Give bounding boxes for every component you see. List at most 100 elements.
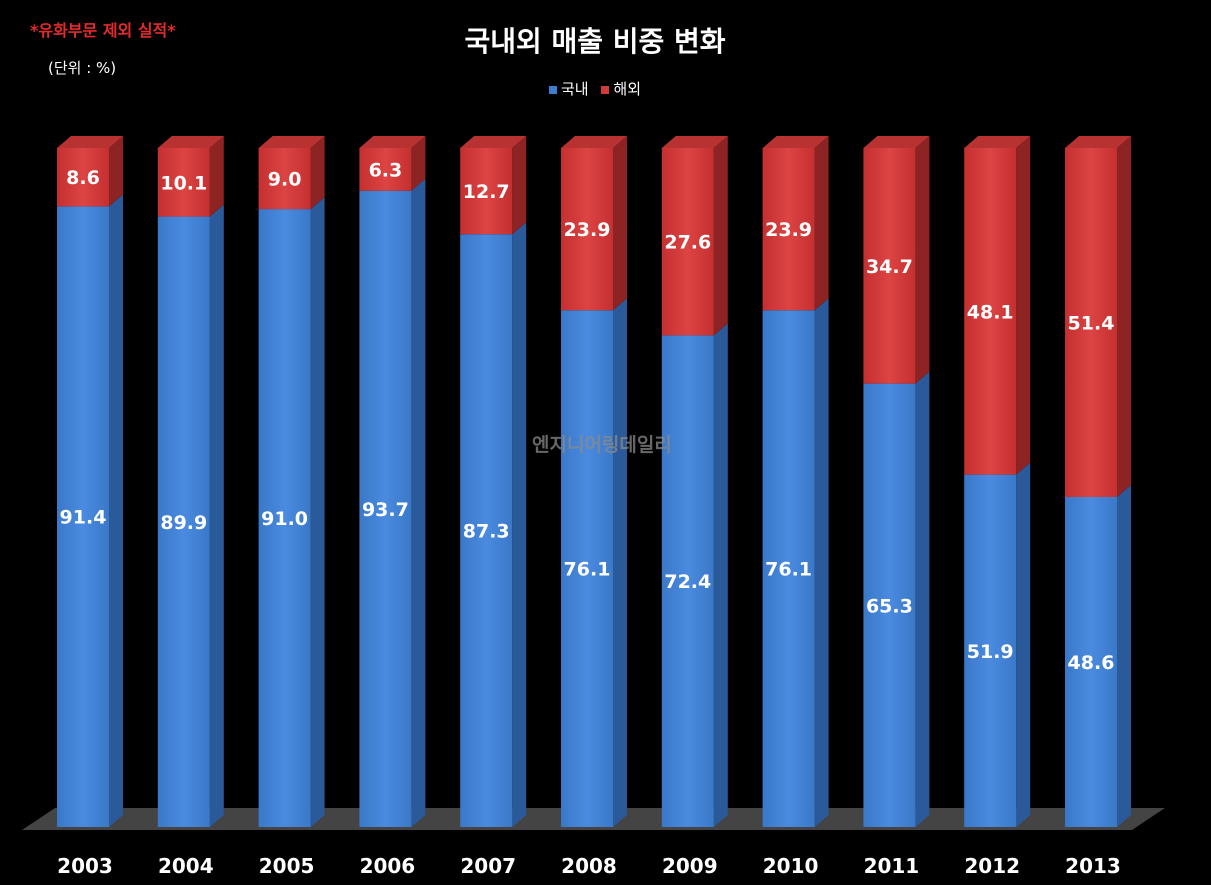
bar-overseas-2012-top bbox=[964, 136, 1031, 148]
bar-overseas-2004-top bbox=[157, 136, 224, 148]
bar-domestic-2013 bbox=[1065, 497, 1117, 827]
bar-overseas-2008 bbox=[561, 148, 613, 311]
label-domestic-2010: 76.1 bbox=[765, 559, 812, 581]
x-tick-2009: 2009 bbox=[662, 854, 718, 878]
bar-domestic-2009-side bbox=[713, 323, 728, 827]
label-domestic-2011: 65.3 bbox=[866, 595, 913, 617]
bar-overseas-2013 bbox=[1065, 148, 1117, 498]
bar-domestic-2003 bbox=[57, 206, 109, 828]
bar-domestic-2008 bbox=[561, 310, 613, 827]
label-overseas-2007: 12.7 bbox=[463, 181, 510, 203]
legend-label-domestic: 국내 bbox=[561, 80, 589, 98]
bar-overseas-2007 bbox=[460, 148, 513, 235]
chart-legend: 국내 해외 bbox=[0, 78, 1190, 99]
unit-label: (단위 : %) bbox=[48, 59, 117, 77]
x-tick-2012: 2012 bbox=[964, 854, 1020, 878]
legend-item-overseas: 해외 bbox=[601, 78, 641, 99]
label-domestic-2004: 89.9 bbox=[160, 512, 207, 534]
label-overseas-2004: 10.1 bbox=[160, 172, 207, 194]
bar-domestic-2007-side bbox=[512, 222, 527, 827]
bar-overseas-2005 bbox=[258, 148, 311, 210]
x-tick-2013: 2013 bbox=[1065, 854, 1121, 878]
legend-swatch-domestic bbox=[549, 85, 557, 94]
label-overseas-2011: 34.7 bbox=[866, 256, 913, 278]
bar-overseas-2008-side bbox=[613, 136, 627, 311]
bar-overseas-2005-top bbox=[258, 136, 325, 148]
bar-overseas-2013-side bbox=[1117, 136, 1131, 498]
label-layer: 8.6 91.4 2003 10.1 89.9 2004 9.0 91.0 2005 6.3 93.… bbox=[57, 159, 1121, 878]
legend-item-domestic: 국내 bbox=[549, 78, 589, 99]
label-domestic-2013: 48.6 bbox=[1068, 652, 1115, 674]
legend-swatch-overseas bbox=[601, 85, 610, 94]
label-overseas-2005: 9.0 bbox=[268, 169, 302, 191]
label-overseas-2013: 51.4 bbox=[1068, 313, 1115, 335]
label-domestic-2012: 51.9 bbox=[967, 641, 1014, 663]
bar-overseas-2004-side bbox=[209, 136, 224, 217]
chart-title: 국내외 매출 비중 변화 bbox=[464, 25, 726, 58]
bar-domestic-2005-side bbox=[310, 197, 325, 828]
bar-overseas-2010 bbox=[762, 148, 815, 311]
bar-overseas-2013-top bbox=[1065, 136, 1131, 148]
x-tick-2004: 2004 bbox=[158, 854, 214, 878]
bar-domestic-2004-side bbox=[209, 204, 224, 828]
bar-domestic-2004 bbox=[157, 216, 210, 828]
bar-domestic-2010 bbox=[762, 310, 815, 827]
label-overseas-2012: 48.1 bbox=[967, 301, 1014, 323]
watermark-text: 엔지니어링데일리 bbox=[532, 434, 672, 456]
bar-overseas-2009-side bbox=[713, 136, 728, 336]
bar-domestic-2005 bbox=[258, 209, 311, 828]
x-tick-2003: 2003 bbox=[57, 854, 113, 878]
label-overseas-2010: 23.9 bbox=[765, 219, 812, 241]
label-domestic-2009: 72.4 bbox=[664, 571, 711, 593]
label-domestic-2005: 91.0 bbox=[261, 508, 308, 530]
bar-overseas-2011-top bbox=[863, 136, 930, 148]
bar-overseas-2007-top bbox=[460, 136, 527, 148]
bar-domestic-2012 bbox=[964, 474, 1017, 827]
label-overseas-2008: 23.9 bbox=[564, 219, 611, 241]
x-tick-2006: 2006 bbox=[360, 854, 416, 878]
bar-overseas-2006-top bbox=[359, 136, 426, 148]
bar-domestic-2008-side bbox=[613, 298, 627, 827]
bar-overseas-2010-top bbox=[762, 136, 829, 148]
x-tick-2010: 2010 bbox=[763, 854, 819, 878]
bar-overseas-2005-side bbox=[310, 136, 325, 210]
bar-overseas-2009-top bbox=[661, 136, 728, 148]
bar-overseas-2007-side bbox=[512, 136, 527, 235]
bar-layer bbox=[57, 136, 1131, 828]
legend-label-overseas: 해외 bbox=[613, 80, 641, 98]
bar-domestic-2011-side bbox=[915, 371, 930, 827]
label-overseas-2009: 27.6 bbox=[664, 232, 711, 254]
label-domestic-2007: 87.3 bbox=[463, 521, 510, 543]
bar-overseas-2011 bbox=[863, 148, 916, 384]
bar-overseas-2010-side bbox=[814, 136, 829, 311]
bar-domestic-2006 bbox=[359, 190, 412, 828]
bar-overseas-2004 bbox=[157, 148, 210, 217]
bar-overseas-2006 bbox=[359, 148, 412, 191]
label-domestic-2006: 93.7 bbox=[362, 499, 409, 521]
bar-overseas-2009 bbox=[661, 148, 714, 336]
bar-domestic-2011 bbox=[863, 383, 916, 827]
bar-overseas-2006-side bbox=[411, 136, 426, 191]
label-domestic-2008: 76.1 bbox=[564, 559, 611, 581]
label-overseas-2006: 6.3 bbox=[369, 159, 403, 181]
bar-domestic-2012-side bbox=[1016, 462, 1031, 827]
bar-domestic-2010-side bbox=[814, 298, 829, 827]
bar-domestic-2006-side bbox=[411, 178, 426, 828]
label-domestic-2003: 91.4 bbox=[60, 507, 107, 529]
x-tick-2005: 2005 bbox=[259, 854, 315, 878]
footnote-label: *유화부문 제외 실적* bbox=[30, 21, 176, 40]
bar-overseas-2012 bbox=[964, 148, 1017, 475]
bar-domestic-2003-side bbox=[109, 194, 123, 828]
bar-overseas-2003-side bbox=[109, 136, 123, 207]
bar-overseas-2008-top bbox=[561, 136, 627, 148]
bar-overseas-2012-side bbox=[1016, 136, 1031, 475]
bar-overseas-2003 bbox=[57, 148, 109, 207]
bar-domestic-2007 bbox=[460, 234, 513, 827]
bar-domestic-2009 bbox=[661, 335, 714, 827]
bar-overseas-2003-top bbox=[57, 136, 123, 148]
x-tick-2008: 2008 bbox=[561, 854, 617, 878]
label-overseas-2003: 8.6 bbox=[66, 167, 100, 189]
x-tick-2011: 2011 bbox=[864, 854, 920, 878]
bar-domestic-2013-side bbox=[1117, 485, 1131, 827]
